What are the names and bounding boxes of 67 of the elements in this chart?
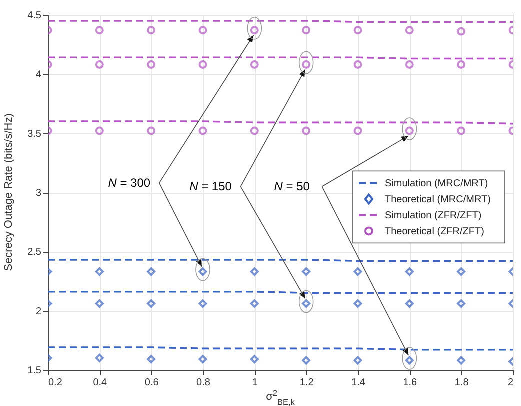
- point: [354, 299, 362, 308]
- y-tick-label: 3.5: [28, 128, 42, 140]
- point: [95, 26, 104, 35]
- point: [147, 126, 156, 136]
- x-tick-label: 1.4: [352, 378, 366, 388]
- y-axis-title: Secrecy Outage Rate (bits/s/Hz): [3, 114, 15, 272]
- point: [250, 126, 259, 136]
- point: [250, 60, 259, 69]
- point: [147, 299, 156, 308]
- point: [457, 356, 466, 365]
- x-tick-label: 0.4: [93, 378, 108, 388]
- annotation: N = 150: [190, 180, 232, 194]
- point: [198, 26, 208, 35]
- point: [354, 356, 362, 365]
- x-tick-label: 1.6: [403, 378, 418, 388]
- point: [457, 299, 466, 308]
- y-tick-label: 2.5: [28, 247, 42, 258]
- point: [95, 60, 104, 69]
- y-tick-label: 4: [36, 70, 42, 81]
- point: [354, 60, 362, 69]
- point: [95, 354, 104, 362]
- x-tick-label: 1.2: [300, 378, 314, 388]
- point: [457, 126, 466, 136]
- point: [405, 26, 414, 35]
- point: [457, 27, 466, 36]
- x-tick-label: 2: [508, 378, 514, 388]
- legend-label: Theoretical (ZFR/ZFT): [385, 226, 484, 238]
- x-tick-label: 1.8: [454, 378, 470, 388]
- annotation: N = 50: [274, 180, 310, 194]
- point: [95, 126, 104, 136]
- annotation: N = 300: [108, 176, 151, 190]
- x-tick-label: 0.2: [48, 378, 63, 388]
- point: [354, 26, 362, 35]
- point: [147, 268, 156, 276]
- x-tick-label: 0.6: [144, 378, 160, 388]
- point: [147, 355, 156, 364]
- point: [198, 355, 208, 364]
- point: [405, 299, 414, 308]
- y-tick-label: 3: [36, 188, 42, 199]
- point: [354, 268, 362, 276]
- point: [457, 60, 466, 69]
- point: [457, 268, 466, 276]
- x-tick-label: 0.8: [196, 378, 211, 388]
- legend-label: Simulation (MRC/MRT): [385, 178, 488, 190]
- point: [147, 60, 156, 69]
- point: [250, 355, 259, 364]
- point: [95, 268, 104, 276]
- point: [302, 126, 311, 136]
- point: [198, 126, 208, 136]
- point: [405, 60, 414, 69]
- point: [198, 60, 208, 69]
- point: [302, 26, 311, 35]
- y-tick-label: 4.5: [28, 10, 42, 22]
- point: [250, 299, 259, 308]
- point: [250, 268, 259, 276]
- legend-label: Simulation (ZFR/ZFT): [385, 210, 482, 222]
- point: [302, 356, 311, 365]
- x-tick-label: 1: [252, 378, 258, 388]
- point: [198, 299, 208, 308]
- point: [354, 126, 362, 136]
- point: [405, 268, 414, 276]
- point: [95, 299, 104, 308]
- y-tick-label: 1.5: [28, 366, 42, 376]
- point: [302, 268, 311, 276]
- y-tick-label: 2: [36, 306, 42, 318]
- point: [147, 26, 156, 35]
- legend-label: Theoretical (MRC/MRT): [385, 194, 491, 206]
